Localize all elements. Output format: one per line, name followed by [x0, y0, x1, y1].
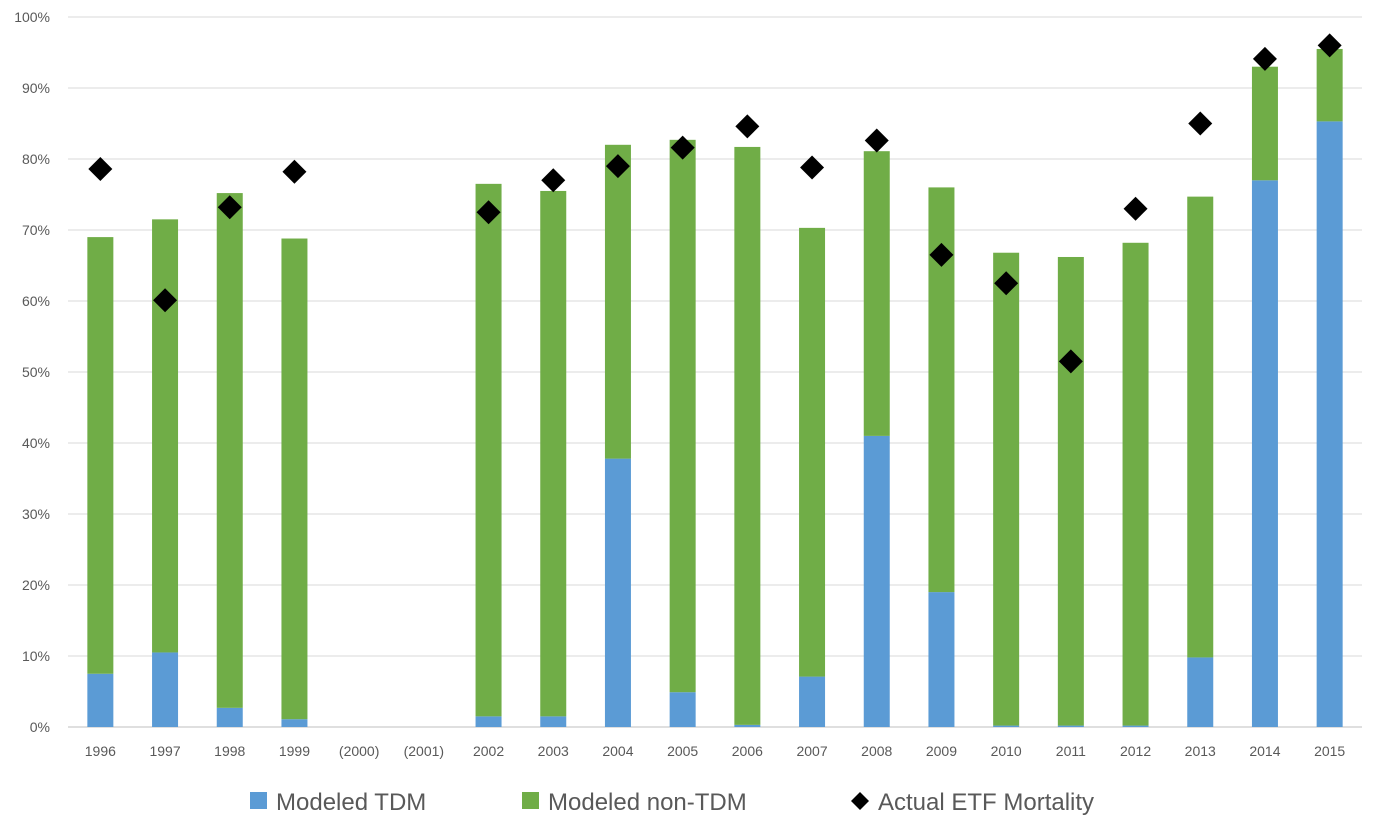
y-tick-label: 100% [14, 9, 50, 25]
bar-modeled-non-tdm-2002 [475, 183, 502, 717]
x-tick-label: 1997 [149, 743, 180, 759]
x-axis-ticks: 1996 1997 1998 1999 (2000) (2001) 2002 2003 2004… [85, 743, 1346, 759]
bar-modeled-tdm-1998 [216, 707, 243, 727]
bar-modeled-non-tdm-1998 [216, 193, 243, 708]
x-tick-label: 2003 [538, 743, 569, 759]
marker-actual-etf-mortality-2014 [1252, 46, 1277, 71]
x-tick-label: 1998 [214, 743, 245, 759]
x-tick-label: 2013 [1185, 743, 1216, 759]
y-tick-label: 90% [22, 80, 50, 96]
x-tick-label: 2005 [667, 743, 698, 759]
x-tick-label: 2009 [926, 743, 957, 759]
bar-modeled-non-tdm-2013 [1187, 196, 1214, 658]
marker-actual-etf-mortality-2005 [670, 135, 695, 160]
bar-modeled-non-tdm-2014 [1251, 66, 1278, 181]
marker-actual-etf-mortality-2013 [1188, 111, 1213, 136]
marker-actual-etf-mortality-1999 [282, 159, 307, 184]
bar-modeled-tdm-2009 [928, 592, 955, 727]
x-tick-label: (2001) [404, 743, 444, 759]
y-axis-ticks: 0% 10% 20% 30% 40% 50% 60% 70% 80% 90% 100% [14, 9, 50, 735]
x-tick-label: 2011 [1056, 743, 1086, 759]
marker-actual-etf-mortality-1998 [217, 195, 242, 220]
bar-modeled-non-tdm-2015 [1316, 48, 1343, 122]
bar-modeled-tdm-1999 [281, 719, 308, 727]
bar-modeled-tdm-2006 [734, 724, 761, 727]
marker-actual-etf-mortality-2006 [735, 114, 760, 139]
bar-modeled-tdm-2011 [1057, 725, 1084, 727]
bar-modeled-non-tdm-2004 [604, 144, 631, 459]
bar-modeled-non-tdm-2006 [734, 146, 761, 725]
legend: Modeled TDM Modeled non-TDM Actual ETF Mor… [250, 789, 1094, 816]
y-tick-label: 60% [22, 293, 50, 309]
marker-actual-etf-mortality-2011 [1058, 349, 1083, 374]
marker-actual-etf-mortality-2003 [541, 168, 566, 193]
y-tick-label: 40% [22, 435, 50, 451]
marker-actual-etf-mortality-2012 [1123, 196, 1148, 221]
x-tick-label: 1996 [85, 743, 116, 759]
bar-modeled-tdm-2013 [1187, 657, 1214, 727]
bar-modeled-tdm-2015 [1316, 121, 1343, 728]
bar-modeled-non-tdm-2011 [1057, 256, 1084, 726]
legend-swatch-modeled-non-tdm [522, 792, 539, 809]
bar-modeled-tdm-2002 [475, 716, 502, 727]
marker-actual-etf-mortality-2004 [605, 154, 630, 179]
bar-modeled-tdm-1996 [87, 673, 114, 727]
marker-actual-etf-mortality-1996 [88, 156, 113, 181]
bar-modeled-tdm-2012 [1122, 725, 1149, 727]
x-tick-label: 2006 [732, 743, 763, 759]
x-tick-label: 2012 [1120, 743, 1151, 759]
x-tick-label: 2004 [602, 743, 633, 759]
x-tick-label: 2002 [473, 743, 504, 759]
marker-actual-etf-mortality-2009 [929, 242, 954, 267]
bar-modeled-non-tdm-2003 [540, 190, 567, 717]
y-tick-label: 30% [22, 506, 50, 522]
x-tick-label: 2007 [796, 743, 827, 759]
legend-swatch-modeled-tdm [250, 792, 267, 809]
x-tick-label: 2010 [991, 743, 1022, 759]
marker-actual-etf-mortality-1997 [153, 288, 178, 313]
bar-modeled-non-tdm-2012 [1122, 242, 1149, 726]
bars [87, 48, 1343, 728]
y-tick-label: 10% [22, 648, 50, 664]
x-tick-label: 1999 [279, 743, 310, 759]
x-tick-label: (2000) [339, 743, 379, 759]
marker-actual-etf-mortality-2007 [800, 155, 825, 180]
legend-swatch-actual-etf-mortality [851, 792, 869, 810]
bar-modeled-tdm-2004 [604, 458, 631, 727]
bar-modeled-non-tdm-2007 [799, 227, 826, 677]
y-tick-label: 20% [22, 577, 50, 593]
bar-modeled-tdm-2007 [799, 676, 826, 727]
y-tick-label: 0% [30, 719, 50, 735]
bar-modeled-non-tdm-1996 [87, 237, 114, 674]
marker-actual-etf-mortality-2002 [476, 200, 501, 225]
x-tick-label: 2014 [1249, 743, 1280, 759]
bar-modeled-tdm-2003 [540, 716, 567, 727]
gridlines [68, 16, 1362, 728]
bar-modeled-non-tdm-2005 [669, 139, 696, 693]
bar-modeled-non-tdm-2010 [993, 252, 1020, 726]
bar-modeled-tdm-1997 [152, 652, 179, 727]
legend-label-modeled-non-tdm: Modeled non-TDM [548, 789, 747, 816]
marker-actual-etf-mortality-2008 [864, 128, 889, 153]
bar-modeled-tdm-2014 [1251, 180, 1278, 728]
bar-modeled-tdm-2010 [993, 725, 1020, 727]
x-tick-label: 2015 [1314, 743, 1345, 759]
marker-actual-etf-mortality-2010 [994, 271, 1019, 296]
x-tick-label: 2008 [861, 743, 892, 759]
y-tick-label: 50% [22, 364, 50, 380]
bar-modeled-non-tdm-1999 [281, 238, 308, 720]
mortality-markers [88, 33, 1342, 374]
y-tick-label: 70% [22, 222, 50, 238]
bar-modeled-tdm-2008 [863, 435, 890, 727]
legend-label-modeled-tdm: Modeled TDM [276, 789, 426, 816]
legend-label-actual-etf-mortality: Actual ETF Mortality [878, 789, 1094, 816]
marker-actual-etf-mortality-2015 [1317, 33, 1342, 58]
bar-modeled-non-tdm-2008 [863, 151, 890, 436]
bar-modeled-tdm-2005 [669, 692, 696, 727]
bar-modeled-non-tdm-1997 [152, 219, 179, 653]
y-tick-label: 80% [22, 151, 50, 167]
